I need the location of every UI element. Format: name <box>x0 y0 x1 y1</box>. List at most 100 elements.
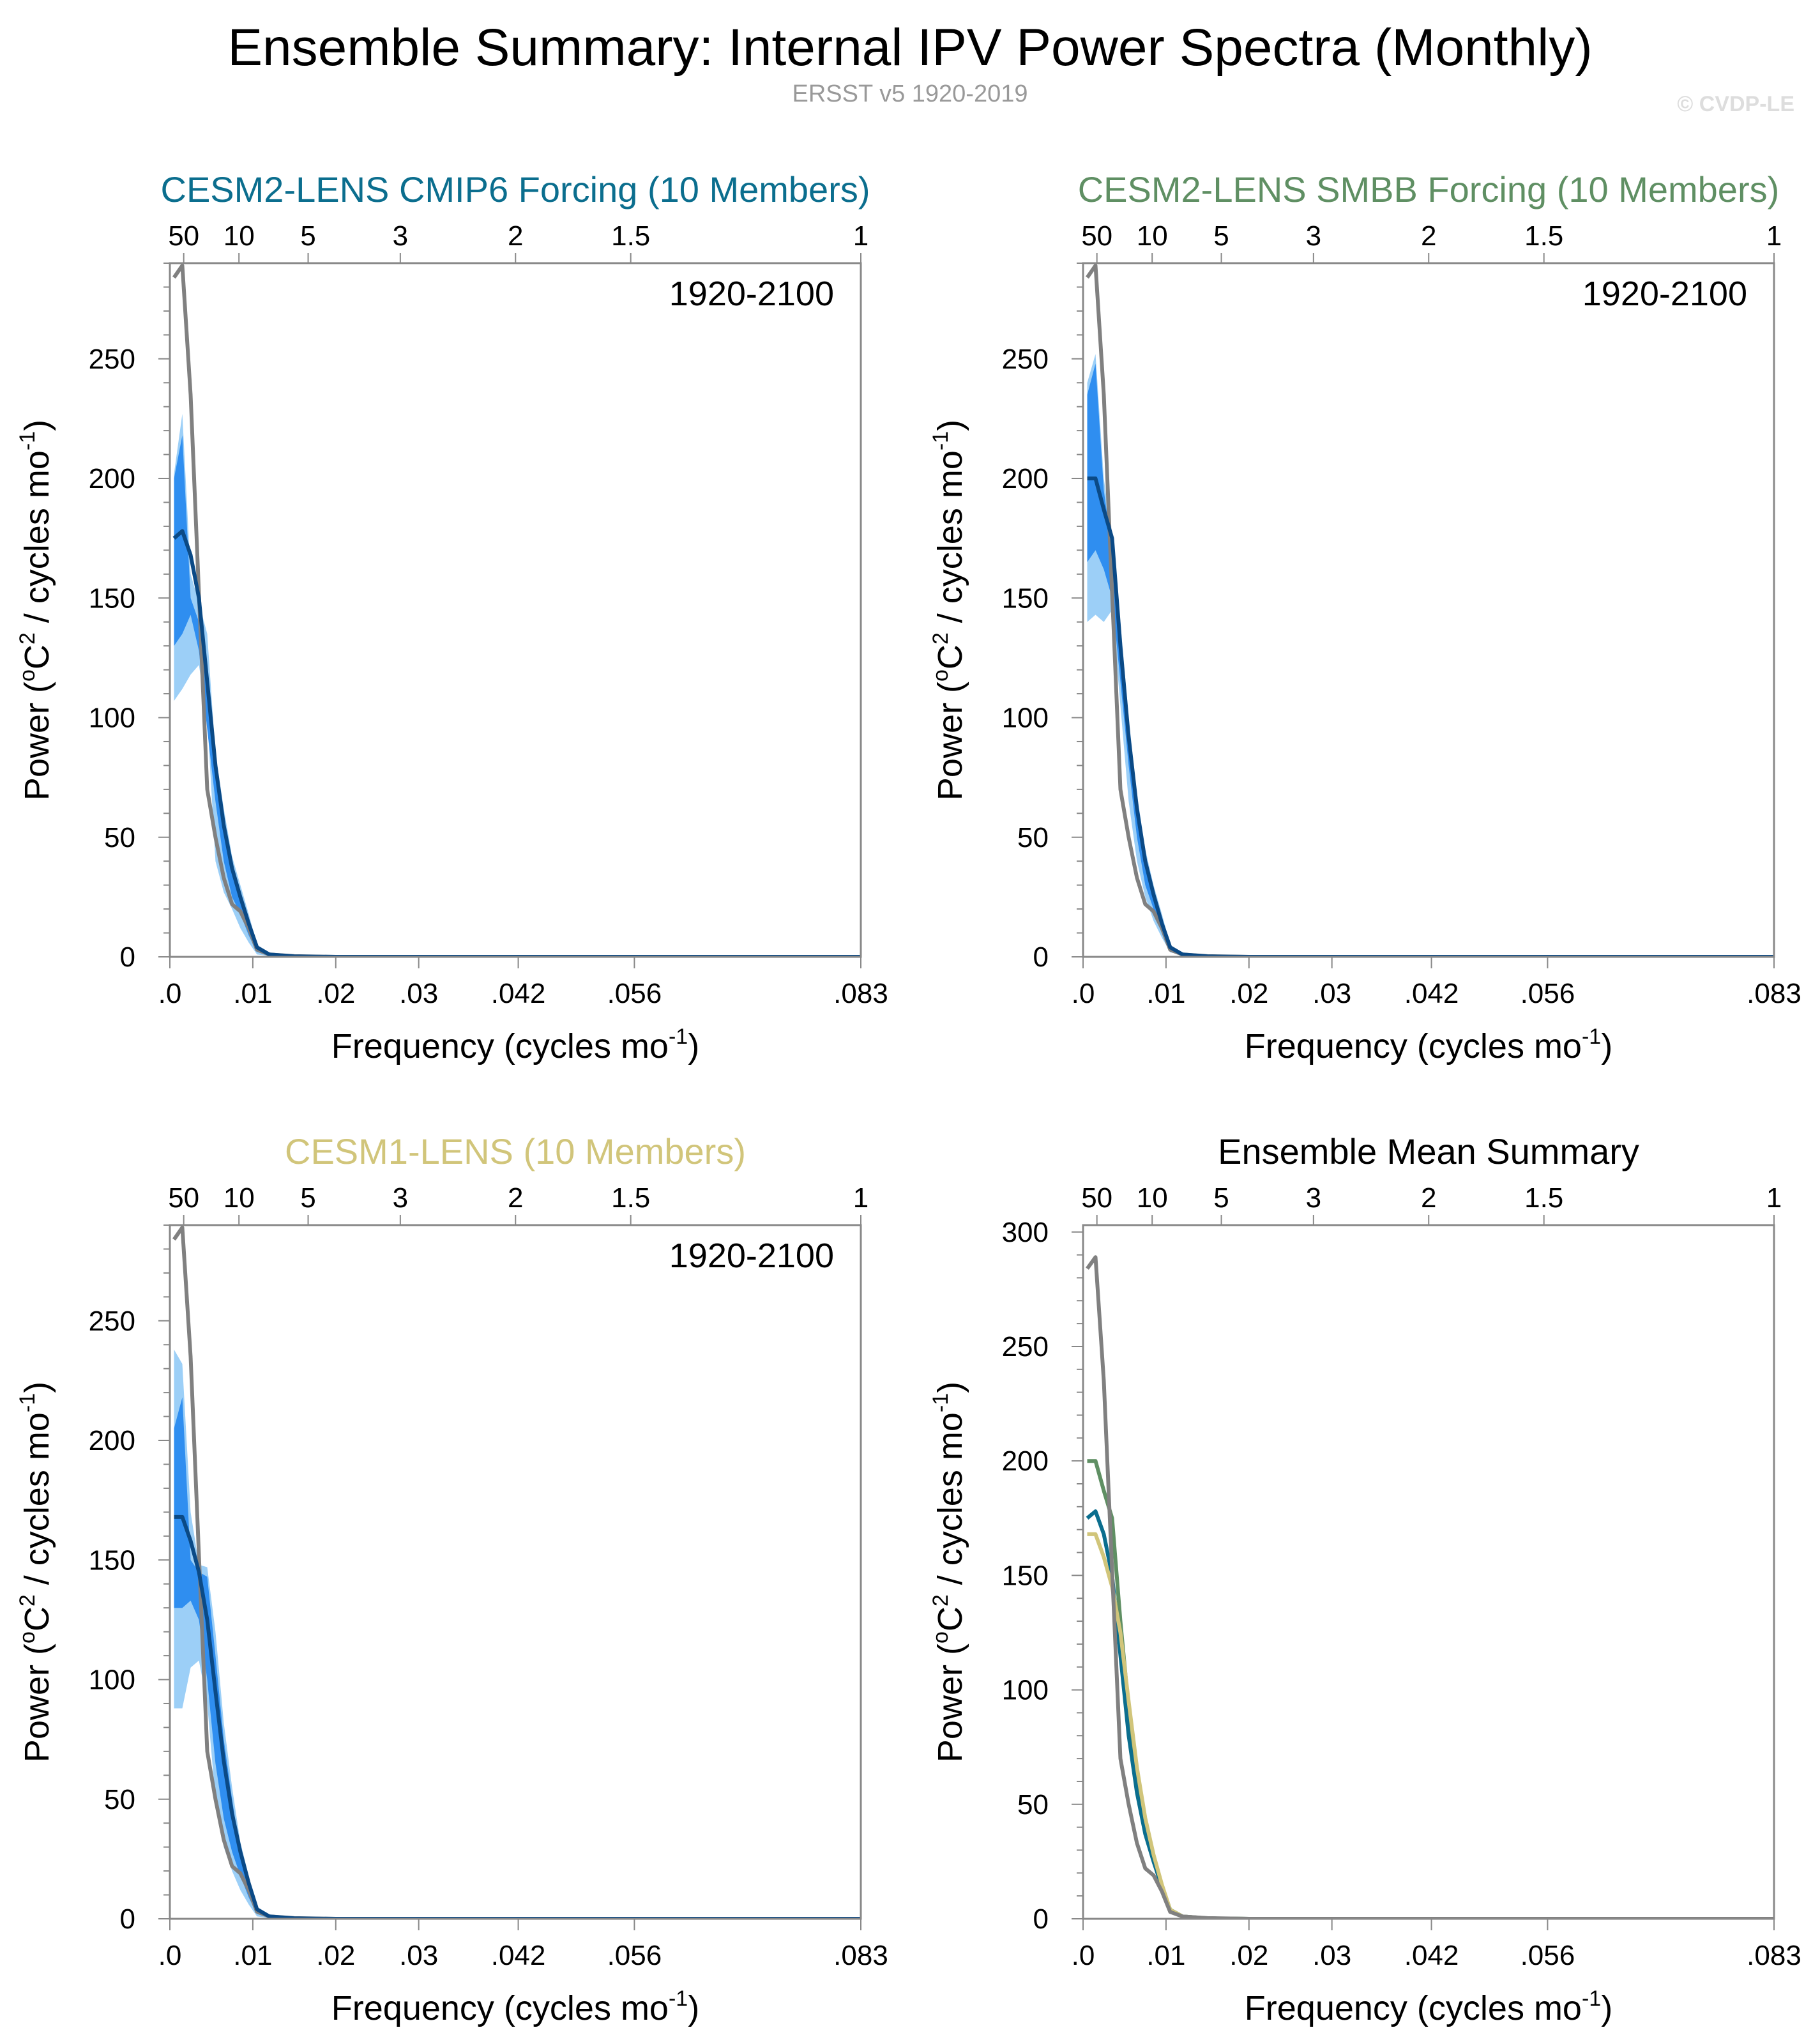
x-tick-label: .03 <box>399 1940 438 1971</box>
y-tick-label: 250 <box>89 1306 135 1337</box>
top-tick-label: 2 <box>1421 220 1436 252</box>
plot-area <box>1086 1255 1774 1919</box>
y-tick-label: 100 <box>1002 1675 1049 1706</box>
y-tick-label: 50 <box>1017 822 1049 853</box>
top-tick-label: 50 <box>168 220 199 252</box>
plot-frame <box>169 1224 862 1920</box>
x-tick-label: .01 <box>1146 1940 1185 1971</box>
top-tick-label: 5 <box>300 1182 315 1214</box>
plot-frame <box>1082 1224 1775 1920</box>
plot-area <box>172 1225 861 1919</box>
panel-1: CESM2-LENS CMIP6 Forcing (10 Members) 192… <box>15 169 888 1065</box>
top-tick-label: 50 <box>1081 220 1112 252</box>
y-tick-label: 150 <box>1002 583 1049 614</box>
spread-band-inner <box>1087 363 1774 957</box>
top-tick-label: 2 <box>1421 1182 1436 1214</box>
x-tick-label: .02 <box>316 978 355 1009</box>
top-tick-label: 3 <box>1306 220 1321 252</box>
y-axis-label: Power (oC2 / cycles mo-1) <box>15 1382 56 1762</box>
x-tick-label: .056 <box>607 1940 662 1971</box>
x-tick-label: .056 <box>1520 1940 1575 1971</box>
y-tick-label: 250 <box>1002 344 1049 375</box>
top-tick-label: 50 <box>168 1182 199 1214</box>
y-tick-label: 200 <box>89 1425 135 1456</box>
plot-area <box>1086 263 1774 957</box>
top-tick-label: 3 <box>393 1182 408 1214</box>
ensemble-mean-line <box>172 529 861 957</box>
y-axis-label: Power (oC2 / cycles mo-1) <box>929 420 969 800</box>
x-tick-label: .042 <box>1404 1940 1459 1971</box>
plot-area <box>172 263 861 957</box>
figure-title: Ensemble Summary: Internal IPV Power Spe… <box>227 19 1593 77</box>
x-tick-label: .03 <box>399 978 438 1009</box>
x-tick-label: .083 <box>833 1940 888 1971</box>
top-tick-label: 2 <box>508 1182 523 1214</box>
top-tick-label: 50 <box>1081 1182 1112 1214</box>
x-axis-label: Frequency (cycles mo-1) <box>1245 1987 1612 2027</box>
panel-title: CESM1-LENS (10 Members) <box>285 1131 746 1171</box>
y-tick-label: 150 <box>1002 1560 1049 1591</box>
top-tick-label: 1 <box>1766 220 1782 252</box>
y-tick-label: 100 <box>89 703 135 734</box>
spread-band-outer <box>1087 354 1774 957</box>
x-tick-label: .042 <box>491 978 546 1009</box>
x-tick-label: .02 <box>1229 978 1268 1009</box>
x-axis-label: Frequency (cycles mo-1) <box>331 1025 699 1065</box>
spread-band-inner <box>174 435 861 957</box>
panel-2: CESM2-LENS SMBB Forcing (10 Members) 1920… <box>929 169 1801 1065</box>
top-tick-label: 10 <box>224 1182 255 1214</box>
y-tick-label: 250 <box>1002 1331 1049 1362</box>
spread-band-outer <box>174 413 861 957</box>
figure-subtitle: ERSST v5 1920-2019 <box>792 80 1028 107</box>
y-tick-label: 0 <box>1033 1903 1049 1935</box>
top-tick-label: 1.5 <box>1524 1182 1563 1214</box>
plot-frame <box>1082 262 1775 958</box>
y-tick-label: 250 <box>89 344 135 375</box>
series-line-cesm1-lens <box>1087 1532 1774 1919</box>
top-tick-label: 5 <box>1213 1182 1229 1214</box>
top-tick-label: 3 <box>1306 1182 1321 1214</box>
obs-line <box>172 263 861 957</box>
series-line-cesm2-lens-smbb-forcing <box>1087 1459 1774 1919</box>
y-tick-label: 200 <box>1002 463 1049 494</box>
x-tick-label: .0 <box>1072 1940 1095 1971</box>
x-tick-label: .083 <box>1747 1940 1801 1971</box>
x-tick-label: .02 <box>1229 1940 1268 1971</box>
period-label: 1920-2100 <box>669 275 834 313</box>
x-tick-label: .0 <box>158 1940 182 1971</box>
obs-line <box>172 1225 861 1919</box>
y-tick-label: 200 <box>1002 1445 1049 1477</box>
y-tick-label: 50 <box>1017 1789 1049 1820</box>
top-tick-label: 1.5 <box>611 220 650 252</box>
period-label: 1920-2100 <box>669 1237 834 1275</box>
plot-frame <box>169 262 862 958</box>
x-tick-label: .056 <box>1520 978 1575 1009</box>
period-label: 1920-2100 <box>1582 275 1747 313</box>
series-line-ersst-v5 <box>1086 1255 1774 1919</box>
y-tick-label: 100 <box>1002 703 1049 734</box>
top-tick-label: 1.5 <box>1524 220 1563 252</box>
x-tick-label: .042 <box>491 1940 546 1971</box>
top-tick-label: 1 <box>853 220 868 252</box>
top-tick-label: 5 <box>300 220 315 252</box>
panel-title: Ensemble Mean Summary <box>1218 1131 1639 1171</box>
series-line-cesm2-lens-cmip6-forcing <box>1086 1509 1774 1919</box>
x-tick-label: .0 <box>1072 978 1095 1009</box>
y-axis-label: Power (oC2 / cycles mo-1) <box>929 1382 969 1762</box>
y-tick-label: 300 <box>1002 1217 1049 1248</box>
y-tick-label: 100 <box>89 1665 135 1696</box>
obs-line <box>1086 263 1774 957</box>
panel-3: CESM1-LENS (10 Members)1920-210005010015… <box>15 1131 888 2027</box>
x-axis-label: Frequency (cycles mo-1) <box>1245 1025 1612 1065</box>
top-tick-label: 10 <box>1137 220 1168 252</box>
y-tick-label: 200 <box>89 463 135 494</box>
top-tick-label: 3 <box>393 220 408 252</box>
spread-band-inner <box>174 1397 861 1919</box>
y-tick-label: 50 <box>104 1784 135 1815</box>
x-tick-label: .01 <box>233 1940 272 1971</box>
x-axis-label: Frequency (cycles mo-1) <box>331 1987 699 2027</box>
top-tick-label: 10 <box>1137 1182 1168 1214</box>
y-tick-label: 150 <box>89 1544 135 1576</box>
x-tick-label: .056 <box>607 978 662 1009</box>
